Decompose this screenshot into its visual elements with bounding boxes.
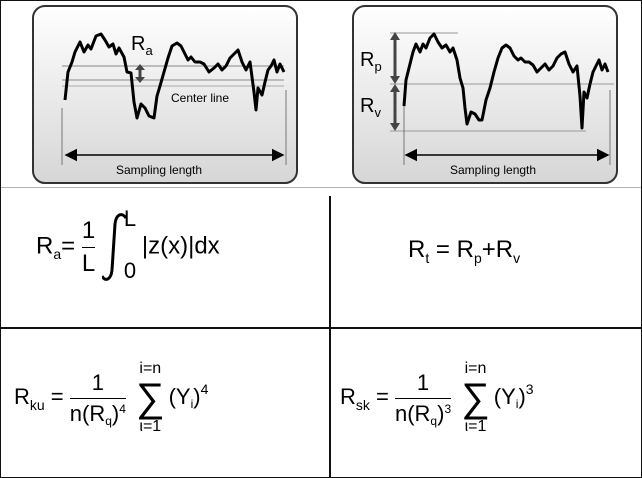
fraction-bar xyxy=(69,397,126,399)
sampling-length-label-right: Sampling length xyxy=(450,163,536,177)
fraction-numerator: 1 xyxy=(81,216,96,244)
formula-ra: Ra= 1 L L 0 |z(x)|dx xyxy=(36,206,220,283)
ra-profile-diagram: Ra Center line Sampling length xyxy=(32,5,298,184)
rp-term: R xyxy=(456,236,474,263)
formula-rsk: Rsk = 1 n(Rq)3 i=n ∑ ι=1 (Yi)3 xyxy=(340,360,534,436)
vertical-divider-upper xyxy=(329,196,331,328)
term-close: ) xyxy=(518,383,526,409)
sigma-glyph: ∑ xyxy=(461,376,490,420)
fraction-numerator: 1 xyxy=(91,369,104,395)
ra-subscript: a xyxy=(53,246,62,263)
equals-sign: = xyxy=(369,383,395,409)
rv-subscript: v xyxy=(513,250,521,266)
integral-glyph xyxy=(101,213,128,281)
sum-term: (Y xyxy=(493,383,516,409)
rp-rv-profile-panel: Rp Rv Sampling length xyxy=(346,0,636,188)
equals-sign: = xyxy=(61,232,76,260)
fraction-one-over-l: 1 L xyxy=(81,216,96,278)
rt-symbol: R xyxy=(408,236,426,263)
rv-term: R xyxy=(495,236,514,263)
den-subscript: q xyxy=(105,413,112,428)
den-part-b: ) xyxy=(111,400,120,426)
term-close: ) xyxy=(193,383,201,409)
integral-lower-limit: 0 xyxy=(123,258,137,283)
equals-sign: = xyxy=(44,383,70,409)
term-power: 3 xyxy=(525,380,534,397)
top-divider xyxy=(0,187,642,188)
term-power: 4 xyxy=(200,380,209,397)
summation-sign: i=n ∑ ι=1 xyxy=(136,360,165,436)
ra-symbol: R xyxy=(36,232,54,260)
fraction-denominator: n(Rq)3 xyxy=(394,400,452,428)
ra-label: Ra xyxy=(131,33,153,58)
sum-term: (Y xyxy=(168,383,191,409)
sampling-length-label-left: Sampling length xyxy=(116,163,202,177)
term-subscript: i xyxy=(515,396,519,411)
fraction-numerator: 1 xyxy=(416,369,430,395)
sigma-glyph: ∑ xyxy=(136,376,165,420)
den-power: 4 xyxy=(119,401,126,416)
rt-subscript: t xyxy=(425,250,430,266)
rp-label: Rp xyxy=(360,49,382,74)
rp-subscript: p xyxy=(473,250,482,266)
rv-label: Rv xyxy=(360,95,381,120)
rku-fraction: 1 n(Rq)4 xyxy=(69,369,126,428)
fraction-bar xyxy=(81,246,96,248)
rku-subscript: ku xyxy=(29,396,45,413)
rsk-subscript: sk xyxy=(355,396,370,413)
sum-upper-limit: i=n xyxy=(464,360,487,377)
ra-profile-panel: Ra Center line Sampling length xyxy=(28,0,318,188)
summation-sign: i=n ∑ ι=1 xyxy=(461,360,490,436)
den-power: 3 xyxy=(444,401,452,416)
integrand: |z(x)|dx xyxy=(141,232,220,260)
term-subscript: i xyxy=(190,396,194,411)
den-part-b: ) xyxy=(437,400,445,426)
sum-lower-limit: ι=1 xyxy=(139,418,162,435)
middle-divider xyxy=(0,327,642,329)
den-part-a: n(R xyxy=(394,400,431,426)
rsk-symbol: R xyxy=(340,383,356,409)
sum-lower-limit: ι=1 xyxy=(464,418,487,435)
sum-upper-limit: i=n xyxy=(139,360,162,377)
rku-symbol: R xyxy=(14,383,30,409)
fraction-denominator: n(Rq)4 xyxy=(69,400,126,428)
equals-sign: = xyxy=(429,236,457,263)
den-part-a: n(R xyxy=(69,400,106,426)
rp-rv-profile-diagram: Rp Rv Sampling length xyxy=(352,5,618,184)
center-line-label: Center line xyxy=(171,91,229,105)
integral-upper-limit: L xyxy=(123,206,137,231)
integral-sign: L 0 xyxy=(101,206,142,283)
rsk-fraction: 1 n(Rq)3 xyxy=(394,369,452,428)
vertical-divider-lower xyxy=(329,328,331,478)
fraction-denominator: L xyxy=(81,249,96,277)
formula-rt: Rt = Rp+Rv xyxy=(408,236,521,266)
formula-rku: Rku = 1 n(Rq)4 i=n ∑ ι=1 (Yi)4 xyxy=(14,360,208,436)
den-subscript: q xyxy=(430,413,438,428)
plus-sign: + xyxy=(481,236,496,263)
fraction-bar xyxy=(394,397,452,399)
